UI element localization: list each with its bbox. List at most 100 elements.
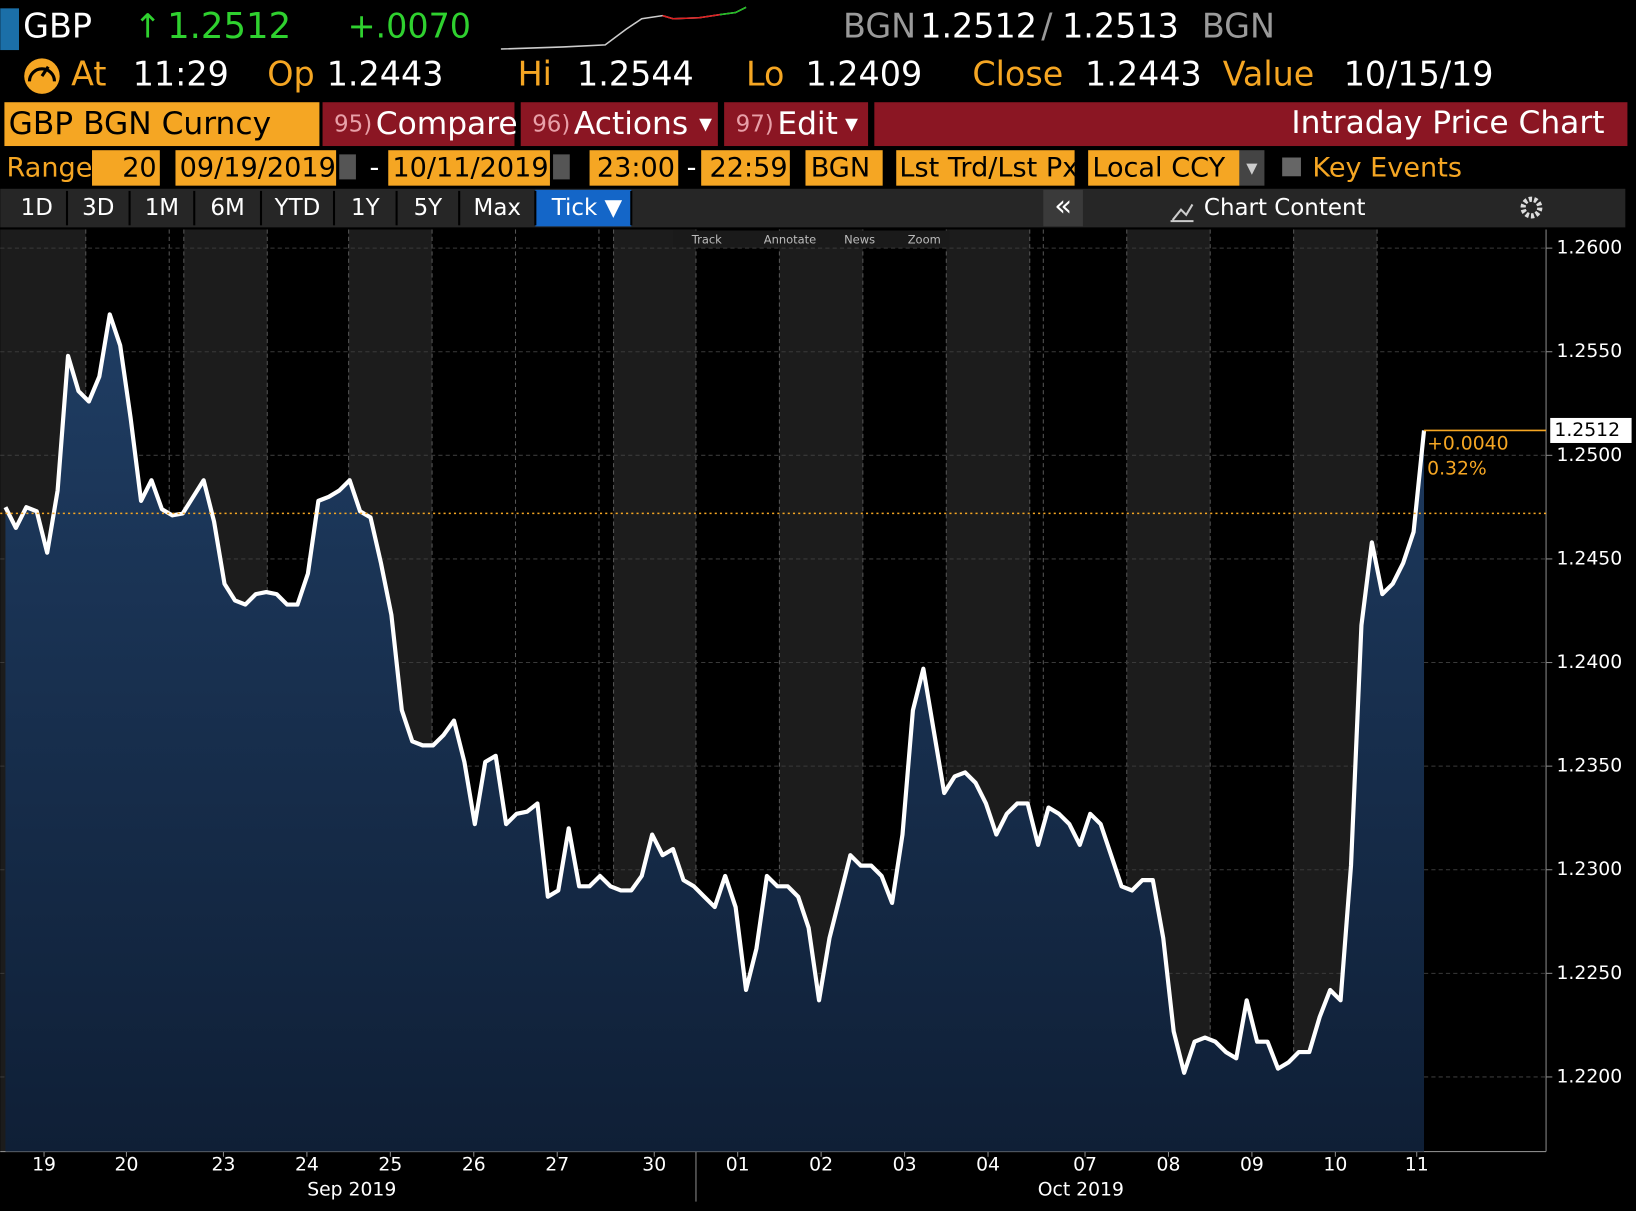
net-change: +.0070 bbox=[348, 7, 471, 46]
x-tick-label: 01 bbox=[726, 1155, 750, 1176]
button-label[interactable]: Compare bbox=[376, 106, 518, 142]
x-tick-label: 04 bbox=[976, 1155, 1000, 1176]
quote-time: 11:29 bbox=[133, 55, 229, 94]
range-dash: - bbox=[369, 152, 379, 183]
quote-at-label: At bbox=[71, 55, 106, 94]
quote-low-label: Lo bbox=[746, 55, 784, 94]
days-box[interactable] bbox=[92, 150, 160, 186]
period-button[interactable]: YTD bbox=[274, 195, 321, 221]
button-number: 95) bbox=[334, 112, 372, 138]
y-tick-label: 1.2500 bbox=[1556, 445, 1622, 466]
collapse-button[interactable] bbox=[1043, 189, 1083, 227]
period-button[interactable]: 1Y bbox=[351, 195, 381, 221]
start-date-box[interactable] bbox=[175, 150, 337, 186]
start-date: 09/19/2019 bbox=[180, 152, 336, 183]
last-price-label: 1.2512 bbox=[1554, 420, 1620, 441]
x-tick-label: 24 bbox=[295, 1155, 319, 1176]
quote-value-date: 10/15/19 bbox=[1344, 55, 1494, 94]
quote-close: 1.2443 bbox=[1085, 55, 1202, 94]
source-box[interactable] bbox=[805, 150, 883, 186]
range-dash: - bbox=[687, 152, 697, 183]
security-marker bbox=[0, 8, 20, 51]
x-tick-label: 07 bbox=[1073, 1155, 1097, 1176]
x-tick-label: 19 bbox=[32, 1155, 56, 1176]
period-bar bbox=[0, 188, 1626, 228]
end-time: 22:59 bbox=[710, 152, 788, 183]
x-tick-label: 08 bbox=[1157, 1155, 1181, 1176]
bid-source: BGN bbox=[843, 7, 916, 46]
period-button[interactable]: Max bbox=[474, 195, 521, 221]
ask: 1.2513 bbox=[1062, 7, 1179, 46]
calendar-icon[interactable] bbox=[553, 154, 570, 180]
y-tick-label: 1.2300 bbox=[1556, 859, 1622, 880]
source: BGN bbox=[811, 152, 870, 183]
chart-tool[interactable]: News bbox=[844, 232, 875, 246]
percent-label: 0.32% bbox=[1427, 459, 1487, 480]
quote-value-label: Value bbox=[1223, 55, 1315, 94]
x-tick-label: 25 bbox=[378, 1155, 402, 1176]
currency-box[interactable] bbox=[1088, 150, 1240, 186]
period-button[interactable]: 5Y bbox=[414, 195, 444, 221]
field: Lst Trd/Lst Px bbox=[899, 152, 1078, 183]
chart-tool[interactable]: Zoom bbox=[908, 232, 941, 246]
range-label: Range bbox=[6, 152, 92, 183]
ticker: GBP bbox=[23, 7, 92, 46]
button-number: 96) bbox=[532, 112, 570, 138]
period-button[interactable]: 1D bbox=[21, 195, 53, 221]
x-tick-label: 09 bbox=[1240, 1155, 1264, 1176]
period-button[interactable]: 6M bbox=[210, 195, 244, 221]
start-time: 23:00 bbox=[597, 152, 675, 183]
bid-ask-separator: / bbox=[1041, 7, 1053, 46]
start-time-box[interactable] bbox=[589, 150, 679, 186]
button-label[interactable]: Edit bbox=[777, 106, 838, 142]
edit-button[interactable] bbox=[724, 102, 869, 147]
end-time-box[interactable] bbox=[701, 150, 790, 186]
security-name: GBP BGN Curncy bbox=[9, 106, 272, 142]
price-area bbox=[5, 314, 1425, 1152]
calendar-icon[interactable] bbox=[339, 154, 356, 180]
actions-button[interactable] bbox=[520, 102, 718, 147]
button-number: 97) bbox=[736, 112, 774, 138]
button-label[interactable]: Actions bbox=[574, 106, 688, 142]
y-tick-label: 1.2250 bbox=[1556, 963, 1622, 984]
chart-tool[interactable]: Annotate bbox=[764, 232, 816, 246]
chart-content[interactable]: Chart Content bbox=[1204, 195, 1366, 221]
sparkline-up bbox=[719, 6, 747, 16]
last-price: 1.2512 bbox=[167, 6, 291, 47]
period-button[interactable]: Tick ▼ bbox=[551, 195, 623, 221]
period-button[interactable]: 3D bbox=[82, 195, 114, 221]
x-tick-label: 03 bbox=[893, 1155, 917, 1176]
end-date: 10/11/2019 bbox=[392, 152, 548, 183]
chart-content-icon bbox=[1170, 203, 1194, 223]
change-label: +0.0040 bbox=[1427, 434, 1508, 455]
end-date-box[interactable] bbox=[388, 150, 550, 186]
sparkline-down bbox=[662, 13, 721, 20]
x-tick-label: 27 bbox=[545, 1155, 569, 1176]
compare-button[interactable] bbox=[322, 102, 515, 147]
y-tick-label: 1.2400 bbox=[1556, 652, 1622, 673]
chart-tool[interactable]: Track bbox=[691, 232, 722, 246]
dropdown-arrow: ▼ bbox=[1246, 160, 1258, 177]
title-bar bbox=[874, 102, 1628, 147]
currency: Local CCY bbox=[1092, 152, 1225, 183]
page-title: Intraday Price Chart bbox=[1291, 105, 1604, 141]
y-tick-label: 1.2200 bbox=[1556, 1066, 1622, 1087]
quote-high: 1.2544 bbox=[577, 55, 694, 94]
security-box[interactable] bbox=[4, 102, 320, 147]
month-label: Sep 2019 bbox=[307, 1180, 396, 1201]
collapse-icon[interactable]: « bbox=[1054, 189, 1072, 223]
quote-open-label: Op bbox=[267, 55, 314, 94]
dropdown-arrow: ▼ bbox=[845, 115, 858, 134]
settings-icon[interactable] bbox=[1520, 196, 1543, 219]
tick-button-bg[interactable] bbox=[535, 189, 632, 227]
x-tick-label: 02 bbox=[809, 1155, 833, 1176]
quote-high-label: Hi bbox=[518, 55, 552, 94]
period-button[interactable]: 1M bbox=[145, 195, 179, 221]
x-tick-label: 20 bbox=[115, 1155, 139, 1176]
field-box[interactable] bbox=[896, 150, 1075, 186]
currency-dropdown[interactable] bbox=[1239, 150, 1265, 186]
up-arrow: ↑ bbox=[134, 7, 162, 46]
quote-low: 1.2409 bbox=[805, 55, 922, 94]
key-events-checkbox[interactable] bbox=[1282, 157, 1301, 177]
x-tick-label: 23 bbox=[212, 1155, 236, 1176]
